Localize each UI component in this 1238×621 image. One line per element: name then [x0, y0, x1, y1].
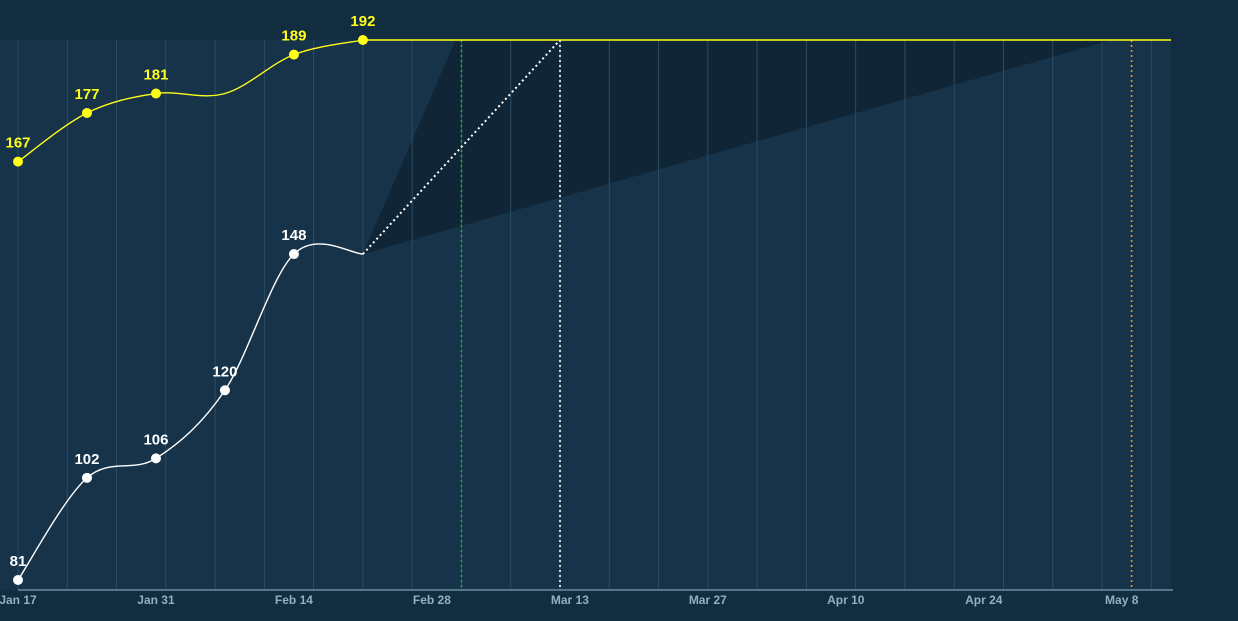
x-tick-label: Feb 14: [275, 593, 313, 607]
series-points: [13, 35, 368, 585]
forecast-cone: [362, 40, 1112, 255]
completed-data-point: [13, 575, 23, 585]
x-tick-label: Apr 24: [965, 593, 1003, 607]
scope-data-point: [288, 49, 299, 60]
scope-data-point: [150, 88, 161, 99]
scope-data-point: [357, 35, 368, 45]
projection-line: [362, 39, 561, 255]
completed-data-label: 148: [281, 227, 306, 244]
x-tick-label: Feb 28: [413, 593, 451, 607]
completed-data-point: [81, 472, 92, 483]
scope-data-label: 177: [74, 86, 99, 103]
completed-data-label: 81: [10, 553, 27, 570]
completed-data-label: 120: [212, 363, 237, 380]
completed-data-point: [150, 453, 161, 464]
scope-data-label: 192: [350, 13, 375, 30]
completed-data-point: [288, 249, 299, 260]
scope-data-point: [81, 107, 92, 118]
scope-data-point: [13, 156, 23, 167]
x-tick-label: Mar 13: [551, 593, 589, 607]
completed-data-label: 106: [143, 431, 168, 448]
scope-data-label: 181: [143, 67, 168, 84]
x-tick-label: May 8: [1105, 593, 1139, 607]
x-tick-label: Mar 27: [689, 593, 727, 607]
x-tick-label: Jan 31: [137, 593, 175, 607]
scope-data-label: 189: [281, 28, 306, 45]
x-tick-label: Jan 17: [0, 593, 37, 607]
scope-data-label: 167: [5, 135, 30, 152]
completed-data-point: [219, 385, 230, 396]
data-labels: 167 177 181 189 192 81 102 106 120 148: [5, 13, 375, 570]
x-axis-tick-labels: Jan 17 Jan 31 Feb 14 Feb 28 Mar 13 Mar 27 Apr …: [0, 593, 1139, 607]
completed-data-label: 102: [74, 451, 99, 468]
forecast-date-markers: [460, 40, 1133, 590]
x-tick-label: Apr 10: [827, 593, 865, 607]
